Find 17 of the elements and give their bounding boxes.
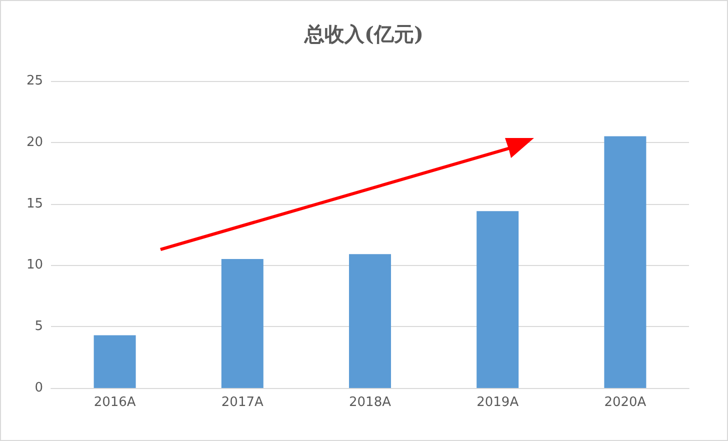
bar — [94, 335, 136, 388]
bar — [349, 254, 391, 388]
y-tick-label: 10 — [26, 258, 43, 273]
x-tick-label: 2020A — [604, 395, 646, 410]
y-tick-label: 15 — [26, 196, 43, 212]
y-tick-label: 25 — [26, 74, 43, 88]
x-tick-label: 2016A — [94, 395, 136, 410]
y-tick-label: 0 — [34, 380, 43, 396]
y-tick-label: 5 — [34, 319, 43, 334]
x-tick-label: 2018A — [349, 395, 392, 410]
y-tick-label: 20 — [26, 134, 43, 150]
bar — [476, 211, 519, 388]
bar — [221, 259, 264, 388]
x-tick-label: 2017A — [221, 395, 264, 410]
chart-title: 总收入(亿元) — [304, 22, 424, 46]
x-tick-label: 2019A — [476, 395, 519, 410]
bar — [604, 136, 646, 388]
